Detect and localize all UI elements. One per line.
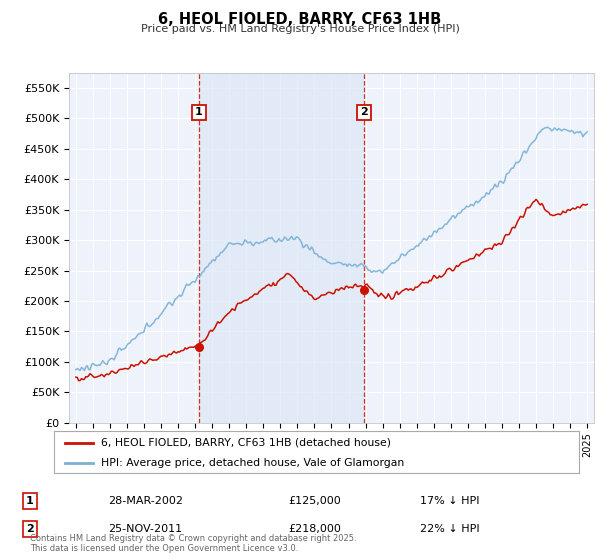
Bar	[199, 73, 364, 423]
Text: 17% ↓ HPI: 17% ↓ HPI	[420, 496, 479, 506]
Text: 25-NOV-2011: 25-NOV-2011	[108, 524, 182, 534]
Text: 6, HEOL FIOLED, BARRY, CF63 1HB: 6, HEOL FIOLED, BARRY, CF63 1HB	[158, 12, 442, 27]
Text: 1: 1	[26, 496, 34, 506]
Text: 2: 2	[360, 108, 368, 118]
Text: 22% ↓ HPI: 22% ↓ HPI	[420, 524, 479, 534]
Text: 28-MAR-2002: 28-MAR-2002	[108, 496, 183, 506]
Text: £218,000: £218,000	[288, 524, 341, 534]
Text: HPI: Average price, detached house, Vale of Glamorgan: HPI: Average price, detached house, Vale…	[101, 458, 404, 468]
Text: 6, HEOL FIOLED, BARRY, CF63 1HB (detached house): 6, HEOL FIOLED, BARRY, CF63 1HB (detache…	[101, 438, 391, 448]
Text: 1: 1	[195, 108, 203, 118]
Text: Contains HM Land Registry data © Crown copyright and database right 2025.
This d: Contains HM Land Registry data © Crown c…	[30, 534, 356, 553]
Text: Price paid vs. HM Land Registry's House Price Index (HPI): Price paid vs. HM Land Registry's House …	[140, 24, 460, 34]
Text: £125,000: £125,000	[288, 496, 341, 506]
Text: 2: 2	[26, 524, 34, 534]
